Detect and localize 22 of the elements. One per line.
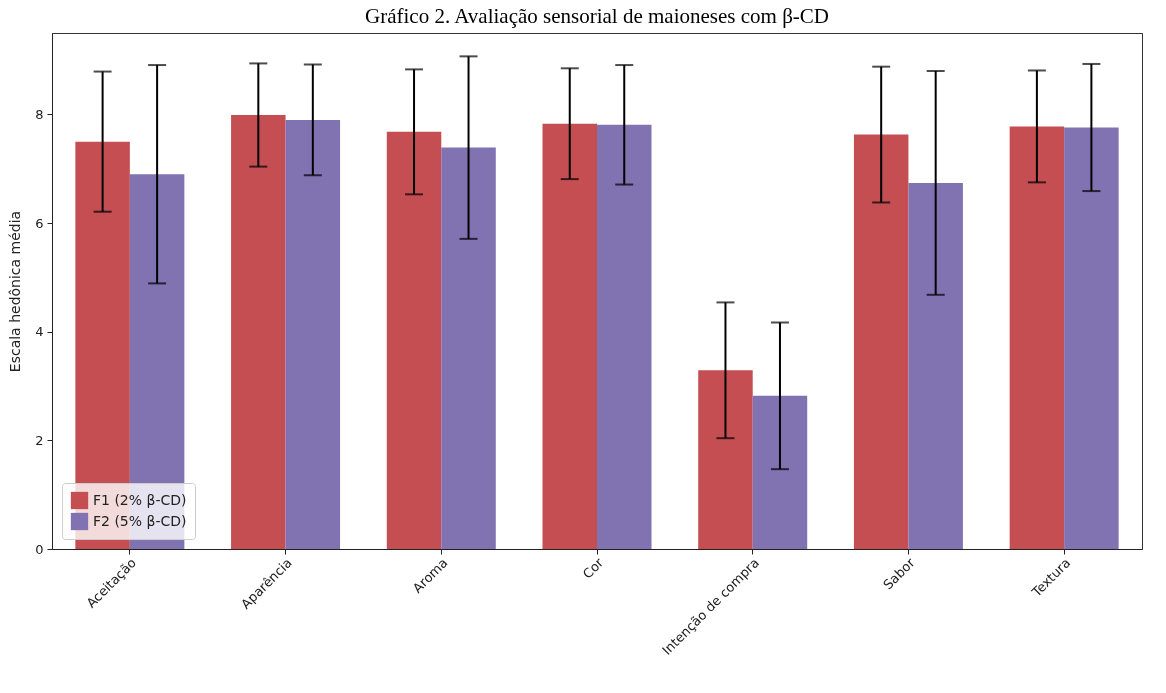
bar [752,395,808,549]
legend-label: F1 (2% β-CD) [93,491,187,508]
chart-title: Gráfico 2. Avaliação sensorial de maioneses com β-CD [365,4,829,28]
y-axis-title: Escala hedônica média [7,210,24,373]
bar [441,147,496,549]
bar [285,119,341,549]
y-tick-label: 8 [35,106,44,122]
y-tick-label: 4 [35,324,44,340]
bar [908,182,963,549]
bar [698,370,753,549]
bar [1009,126,1065,549]
y-tick-label: 0 [35,541,44,557]
bar [542,123,597,549]
y-tick-label: 6 [35,215,44,231]
y-tick-label: 2 [35,432,44,448]
bar [853,134,909,549]
x-tick-label: Cor [579,554,607,582]
bar [1064,127,1119,549]
legend-label: F2 (5% β-CD) [93,512,187,529]
bar [386,131,442,549]
bar [597,124,652,549]
bar [231,115,286,549]
